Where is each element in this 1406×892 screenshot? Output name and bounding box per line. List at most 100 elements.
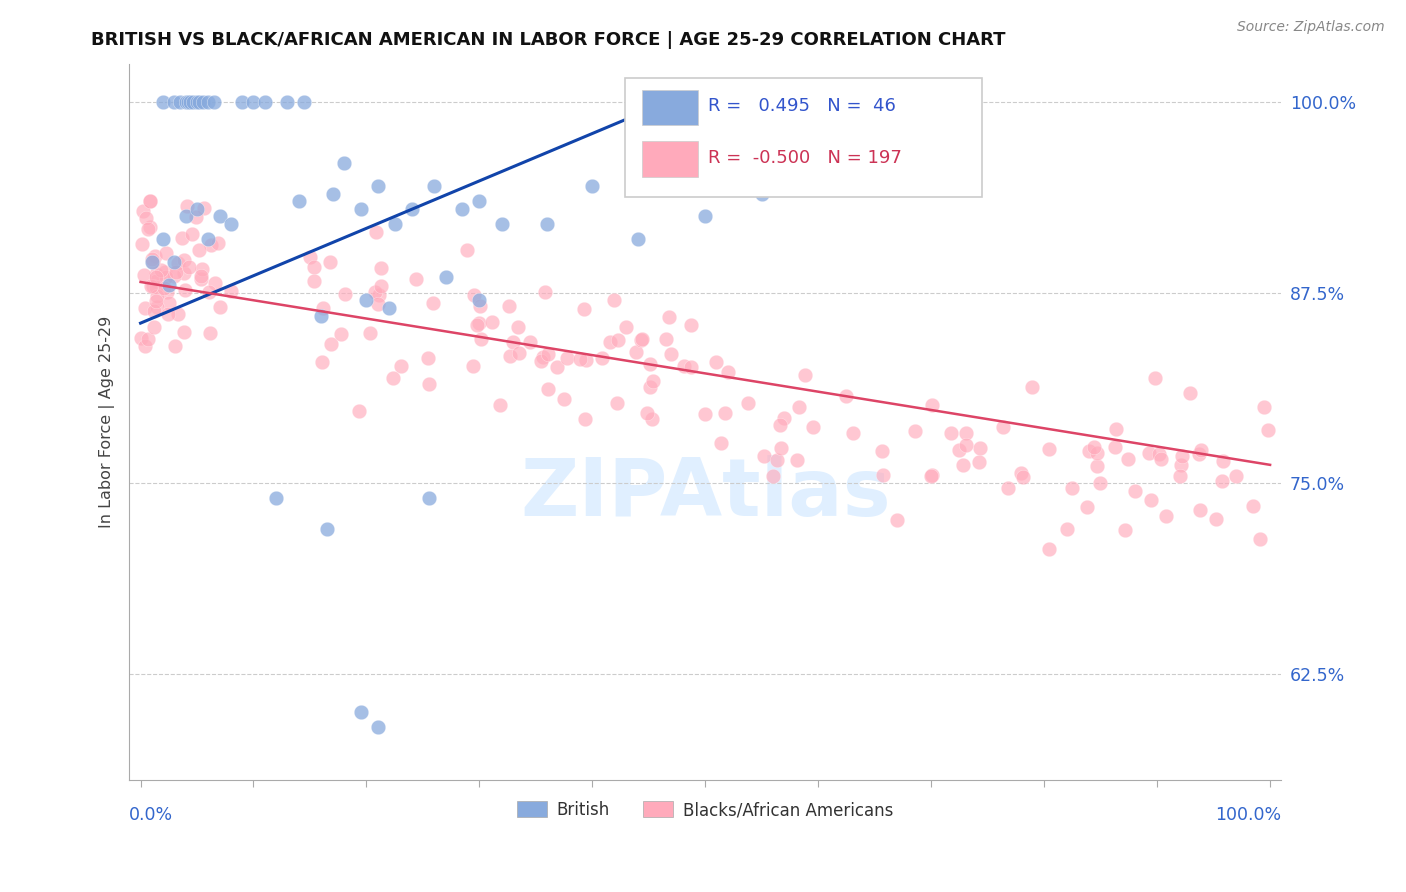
Point <box>202 95 225 110</box>
Text: R =  -0.500   N = 197: R = -0.500 N = 197 <box>707 149 901 167</box>
Point <box>186 202 208 216</box>
Point <box>364 225 387 239</box>
Point <box>184 211 207 225</box>
Point <box>423 178 446 193</box>
Point <box>292 95 315 110</box>
Point <box>381 371 404 385</box>
Point <box>401 202 423 216</box>
Point <box>167 256 190 270</box>
Point <box>591 351 613 366</box>
Point <box>499 349 522 363</box>
Point <box>370 279 392 293</box>
Point <box>138 194 160 209</box>
Point <box>794 368 817 382</box>
Point <box>630 333 652 347</box>
Point <box>1189 442 1212 457</box>
Point <box>139 220 162 235</box>
Point <box>179 95 201 110</box>
FancyBboxPatch shape <box>643 142 699 177</box>
Point <box>468 299 491 313</box>
Point <box>1076 500 1098 515</box>
Point <box>152 95 174 110</box>
Text: R =   0.495   N =  46: R = 0.495 N = 46 <box>707 97 896 115</box>
Point <box>531 350 554 364</box>
Point <box>765 452 787 467</box>
Point <box>599 334 621 349</box>
Point <box>141 252 163 267</box>
Point <box>1241 499 1264 513</box>
Point <box>655 332 678 346</box>
Text: 100.0%: 100.0% <box>1215 805 1281 823</box>
Point <box>389 359 412 374</box>
Point <box>1060 481 1083 495</box>
Point <box>461 359 484 374</box>
Point <box>176 199 198 213</box>
Point <box>208 300 231 314</box>
Point <box>581 178 603 193</box>
Point <box>502 334 524 349</box>
Point <box>418 491 440 506</box>
Point <box>219 217 242 231</box>
Point <box>679 360 702 375</box>
Point <box>463 288 485 302</box>
Point <box>1149 452 1171 467</box>
Point <box>470 332 492 346</box>
Point <box>952 458 974 472</box>
Point <box>574 302 596 317</box>
Point <box>1257 423 1279 437</box>
Point <box>204 276 226 290</box>
Point <box>208 210 231 224</box>
Point <box>555 351 578 365</box>
Point <box>367 297 389 311</box>
Point <box>311 309 333 323</box>
Point <box>191 262 214 277</box>
Point <box>422 296 444 310</box>
Point <box>190 268 212 283</box>
Point <box>242 95 264 110</box>
Point <box>163 95 186 110</box>
Point <box>139 194 162 209</box>
Point <box>276 95 298 110</box>
Point <box>498 299 520 313</box>
Point <box>967 455 990 469</box>
Point <box>1253 400 1275 414</box>
Point <box>769 417 792 432</box>
Point <box>333 156 356 170</box>
Point <box>658 310 681 325</box>
Point <box>363 285 385 299</box>
Point <box>773 411 796 425</box>
Point <box>193 201 215 215</box>
Point <box>1021 380 1043 394</box>
Point <box>132 268 155 282</box>
Point <box>1249 533 1271 547</box>
Point <box>330 326 353 341</box>
Point <box>638 357 661 371</box>
Point <box>681 318 703 333</box>
Text: 0.0%: 0.0% <box>129 805 173 823</box>
Point <box>134 339 156 353</box>
Point <box>1038 442 1060 456</box>
Text: BRITISH VS BLACK/AFRICAN AMERICAN IN LABOR FORCE | AGE 25-29 CORRELATION CHART: BRITISH VS BLACK/AFRICAN AMERICAN IN LAB… <box>91 31 1005 49</box>
Point <box>347 403 370 417</box>
Point <box>129 330 152 344</box>
Point <box>299 250 322 264</box>
Point <box>786 453 808 467</box>
Point <box>135 211 157 226</box>
Point <box>350 705 373 719</box>
Text: ZIPAtlas: ZIPAtlas <box>520 455 890 533</box>
Point <box>1105 422 1128 436</box>
Point <box>641 375 664 389</box>
Point <box>165 265 187 279</box>
Point <box>737 396 759 410</box>
Point <box>302 274 325 288</box>
Point <box>1083 440 1105 454</box>
Point <box>1149 447 1171 461</box>
Point <box>1011 469 1033 483</box>
Point <box>519 335 541 350</box>
Point <box>1114 524 1136 538</box>
Point <box>904 424 927 438</box>
Point <box>145 267 167 281</box>
Point <box>754 449 776 463</box>
Point <box>921 398 943 412</box>
Point <box>842 426 865 441</box>
